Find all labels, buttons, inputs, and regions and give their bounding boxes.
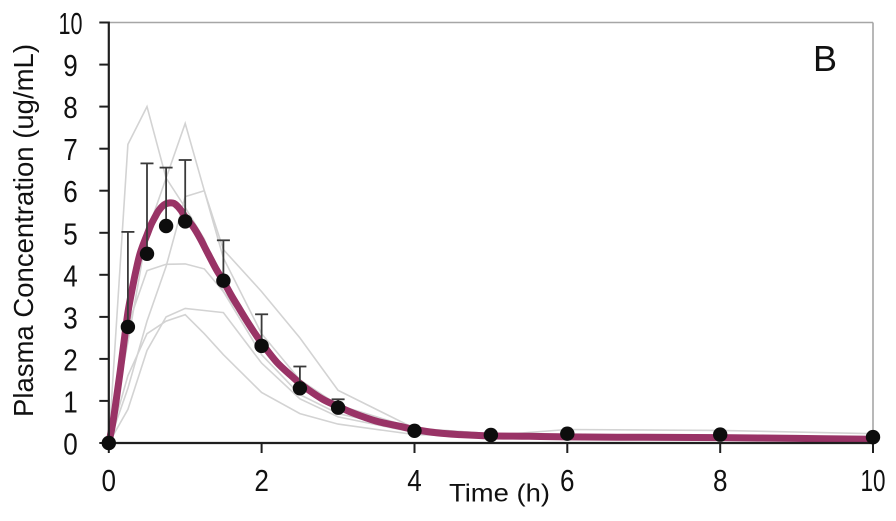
- svg-text:0: 0: [63, 427, 78, 462]
- svg-text:2: 2: [63, 342, 78, 377]
- svg-text:4: 4: [63, 258, 78, 293]
- svg-text:2: 2: [254, 463, 269, 498]
- svg-text:Time (h): Time (h): [449, 480, 550, 508]
- svg-text:6: 6: [560, 463, 575, 498]
- svg-text:8: 8: [63, 90, 78, 125]
- svg-text:B: B: [813, 38, 837, 79]
- svg-text:1: 1: [63, 384, 78, 419]
- svg-text:9: 9: [63, 48, 78, 83]
- svg-text:8: 8: [713, 463, 728, 498]
- svg-text:7: 7: [63, 132, 78, 167]
- svg-text:3: 3: [63, 300, 78, 335]
- svg-text:10: 10: [861, 463, 886, 498]
- svg-text:4: 4: [407, 463, 422, 498]
- svg-text:Plasma Concentration (ug/mL): Plasma Concentration (ug/mL): [8, 44, 39, 417]
- svg-text:5: 5: [63, 216, 78, 251]
- svg-text:6: 6: [63, 174, 78, 209]
- svg-text:10: 10: [59, 6, 83, 41]
- svg-text:0: 0: [102, 463, 117, 498]
